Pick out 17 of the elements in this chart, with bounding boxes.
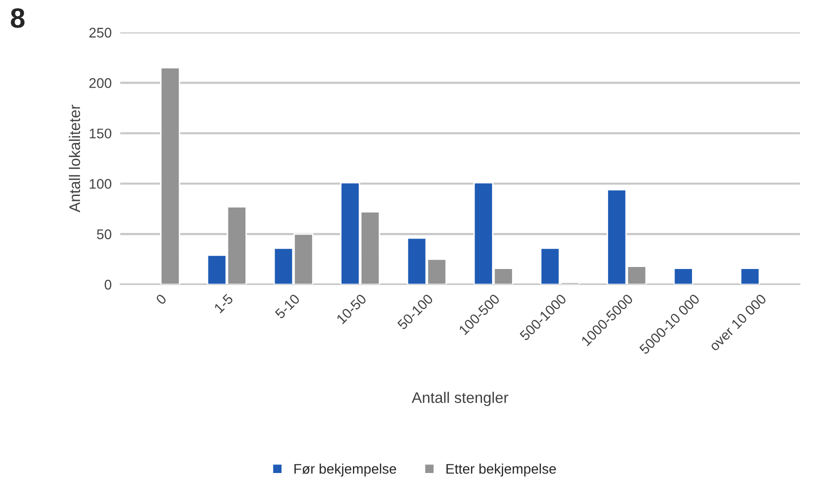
bar [160,67,180,284]
y-tick-label: 200 [89,78,112,88]
y-tick-label: 50 [96,229,112,240]
legend-label: Etter bekjempelse [446,464,556,477]
y-tick-label: 150 [90,128,112,138]
x-axis-title: Antall stengler [412,392,508,406]
x-tick-label: 0 [155,293,168,306]
bar [740,268,760,284]
y-tick-label: 100 [90,178,112,189]
x-tick-label: over 10 000 [708,293,767,352]
legend-label: Før bekjempelse [294,464,396,477]
y-axis-title: Antall lokaliteter [68,104,80,212]
bar [673,268,694,284]
y-tick-label: 250 [89,28,112,38]
y-tick-label: 0 [104,280,112,290]
x-tick-label: 1-5 [214,294,234,314]
text: 8 [10,8,25,28]
